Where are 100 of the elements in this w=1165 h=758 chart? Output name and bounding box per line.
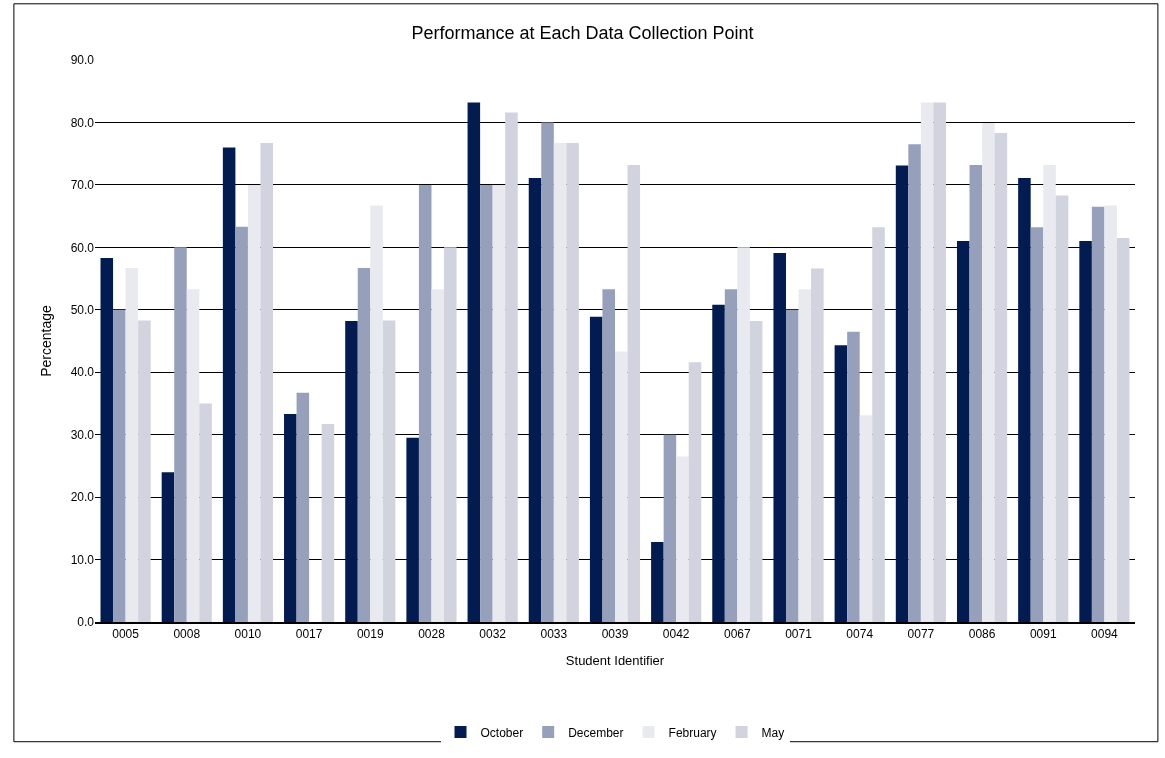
bar — [505, 112, 518, 622]
bar — [370, 205, 383, 622]
bar — [541, 122, 554, 622]
y-axis-title: Percentage — [38, 304, 55, 377]
bar — [615, 351, 628, 622]
x-tick-label: 0086 — [968, 627, 996, 642]
bar — [994, 133, 1008, 622]
bar — [872, 227, 885, 622]
bar — [528, 178, 542, 622]
bar — [785, 309, 799, 622]
bar — [834, 345, 848, 622]
x-tick-label: 0010 — [234, 627, 262, 642]
bar — [1091, 206, 1105, 622]
x-tick-label: 0067 — [724, 627, 752, 642]
bar — [663, 434, 677, 622]
legend-label: February — [668, 725, 717, 740]
bar — [908, 144, 921, 622]
bar — [688, 362, 702, 622]
x-tick-label: 0039 — [601, 627, 629, 642]
legend-label: December — [568, 725, 624, 740]
bar — [566, 143, 579, 622]
bar — [418, 184, 432, 622]
bar — [712, 304, 725, 622]
bar — [260, 143, 274, 622]
bar — [321, 424, 335, 622]
bar — [627, 164, 641, 622]
bar — [345, 321, 358, 622]
x-tick-label: 0042 — [662, 627, 690, 642]
bar — [1055, 195, 1069, 622]
chart-title: Performance at Each Data Collection Point — [411, 23, 754, 44]
bar — [969, 164, 983, 622]
bar — [933, 102, 946, 622]
bar — [773, 252, 786, 622]
bar — [1030, 227, 1044, 622]
y-tick-label: 30.0 — [70, 427, 95, 442]
bar — [1104, 205, 1117, 622]
bar — [431, 289, 445, 622]
y-tick-label: 10.0 — [70, 552, 95, 567]
bar — [444, 247, 457, 622]
bar — [492, 184, 506, 622]
y-tick-label: 40.0 — [70, 365, 95, 380]
bar — [1116, 237, 1130, 622]
bar — [125, 267, 139, 622]
x-tick-label: 0032 — [479, 627, 507, 642]
bar — [749, 321, 763, 622]
bar — [357, 267, 371, 622]
x-tick-label: 0071 — [785, 627, 813, 642]
bar — [724, 289, 738, 622]
bar — [811, 268, 824, 622]
bar — [406, 437, 419, 622]
bar — [1043, 164, 1056, 622]
x-tick-label: 0008 — [173, 627, 201, 642]
bar — [186, 289, 200, 622]
bar — [798, 289, 812, 622]
y-tick-label: 50.0 — [70, 302, 95, 317]
x-tick-label: 0017 — [295, 627, 323, 642]
bar — [920, 102, 934, 622]
x-tick-label: 0074 — [846, 627, 874, 642]
bar — [467, 102, 481, 622]
y-tick-label: 70.0 — [70, 178, 95, 193]
bar — [222, 147, 236, 622]
bar — [859, 415, 873, 622]
bar — [602, 289, 615, 622]
bar — [296, 392, 310, 622]
bar — [982, 123, 995, 622]
x-tick-label: 0005 — [112, 627, 140, 642]
bar — [174, 247, 187, 622]
bar — [100, 257, 114, 622]
legend-label: October — [480, 725, 524, 740]
x-tick-label: 0091 — [1029, 627, 1057, 642]
bar — [553, 143, 567, 622]
bar — [847, 331, 860, 622]
y-tick-label: 20.0 — [70, 490, 95, 505]
x-tick-label: 0094 — [1091, 627, 1119, 642]
x-tick-label: 0033 — [540, 627, 568, 642]
x-tick-label: 0077 — [907, 627, 935, 642]
bar — [161, 472, 175, 622]
bar — [895, 165, 909, 622]
y-tick-label: 60.0 — [70, 240, 95, 255]
bar — [676, 456, 689, 622]
y-tick-label: 90.0 — [70, 53, 95, 68]
bar — [284, 414, 297, 622]
bar — [235, 226, 248, 622]
x-axis-title: Student Identifier — [565, 652, 665, 668]
legend-label: May — [761, 725, 785, 740]
bar — [1018, 178, 1031, 622]
bar — [480, 184, 493, 622]
bar — [247, 184, 261, 622]
bar — [737, 247, 750, 622]
bar — [113, 309, 126, 622]
bar — [956, 241, 970, 622]
bar — [199, 403, 212, 622]
bar — [382, 320, 396, 622]
y-tick-label: 80.0 — [70, 115, 95, 130]
bar — [651, 542, 664, 622]
x-tick-label: 0019 — [356, 627, 384, 642]
y-tick-label: 0.0 — [77, 615, 95, 630]
bar — [1079, 241, 1092, 622]
bar — [589, 316, 603, 622]
bar — [138, 320, 151, 622]
